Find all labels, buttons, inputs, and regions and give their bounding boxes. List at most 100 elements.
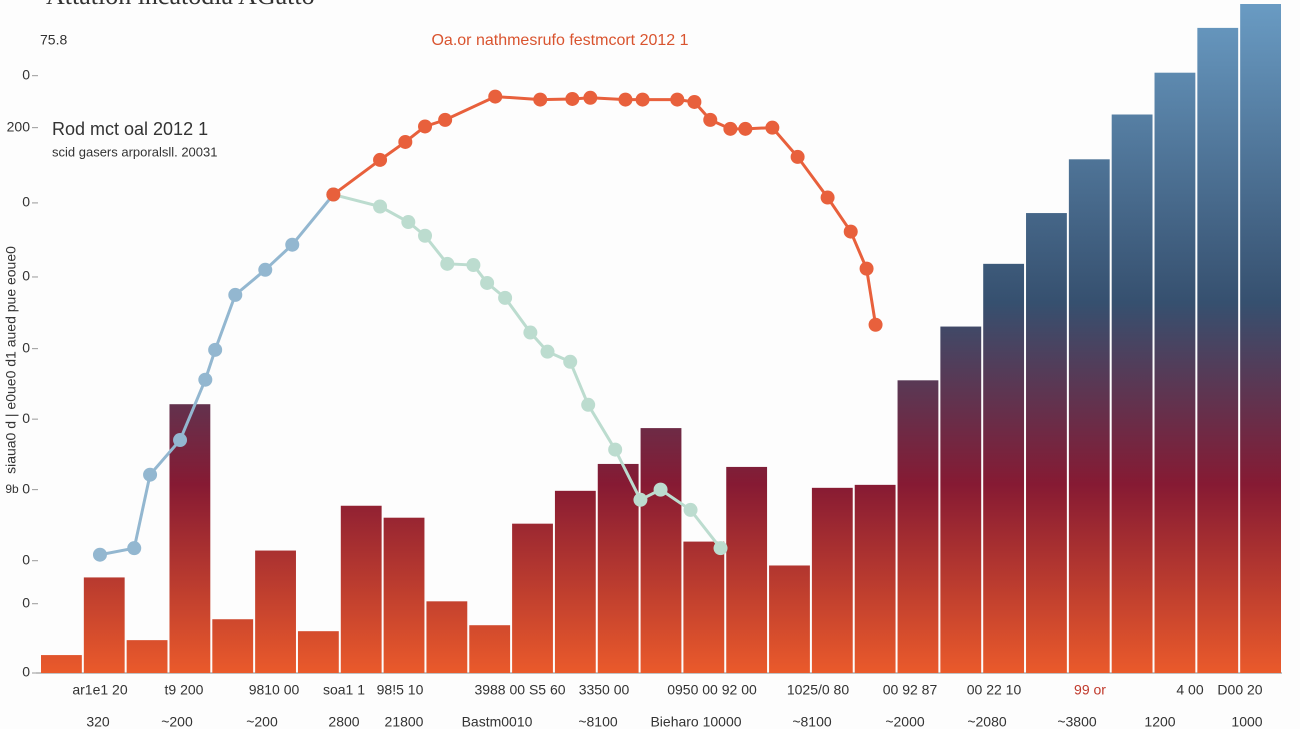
chart-title: Attation incatodia AGatto <box>46 0 315 10</box>
y-tick-label: 200 <box>7 118 31 134</box>
point <box>670 92 685 107</box>
point <box>440 256 455 271</box>
point <box>618 92 633 107</box>
bar <box>854 484 896 673</box>
x-tick-label: 1025/0 80 <box>787 682 849 698</box>
point <box>581 397 596 412</box>
y-tick-label: 0 <box>22 594 30 610</box>
point <box>820 190 835 205</box>
point <box>127 541 142 556</box>
point <box>540 344 555 359</box>
point <box>608 442 623 457</box>
line <box>332 95 878 325</box>
note-text: scid gasers arporalsll. 20031 <box>52 144 217 159</box>
point <box>533 92 548 107</box>
bar <box>726 466 768 673</box>
x-tick-label: 99 or <box>1074 682 1106 698</box>
point <box>687 94 702 109</box>
point <box>790 149 805 164</box>
x-tick-label: t9 200 <box>165 682 204 698</box>
point <box>703 112 718 127</box>
point <box>198 372 213 387</box>
bar <box>212 619 254 673</box>
point <box>480 275 495 290</box>
bar <box>983 263 1025 673</box>
x-tick-label: 98!5 10 <box>377 682 424 698</box>
point <box>401 215 416 230</box>
bar <box>1111 114 1153 674</box>
x-tick-label: 320 <box>86 714 110 729</box>
point <box>859 261 874 276</box>
y-tick-label: 0 <box>22 480 30 496</box>
bar <box>683 541 725 673</box>
subtitle: Oa.or nathmesrufo festmcort 2012 1 <box>431 32 688 49</box>
point <box>723 121 738 136</box>
y-tick-label: 0 <box>22 268 30 284</box>
x-tick-label: 3350 00 <box>579 682 630 698</box>
point <box>765 120 780 135</box>
point <box>143 467 158 482</box>
bar <box>811 487 853 673</box>
bar <box>512 523 553 673</box>
point <box>563 354 578 369</box>
bar <box>169 404 211 673</box>
bar <box>1197 27 1239 673</box>
bar <box>1026 213 1067 673</box>
point <box>565 91 580 106</box>
point <box>498 290 513 305</box>
bar <box>1240 4 1281 673</box>
bar <box>340 505 382 673</box>
y-axis-label: 9b <box>5 482 19 496</box>
bar <box>297 631 339 673</box>
x-tick-label: 2800 <box>328 714 359 729</box>
bar <box>469 625 511 673</box>
x-tick-label: soa1 1 <box>323 682 365 698</box>
bar <box>597 463 639 673</box>
bar <box>1154 72 1196 674</box>
y-tick-label: 0 <box>22 194 30 210</box>
point <box>488 89 503 104</box>
point <box>373 152 388 167</box>
x-tick-label: 1000 <box>1231 714 1262 729</box>
point <box>285 237 300 252</box>
bar <box>897 380 939 673</box>
y-tick-label: 0 <box>22 410 30 426</box>
x-tick-label: 3988 00 S5 60 <box>474 682 565 698</box>
bar <box>126 640 168 673</box>
x-tick-label: ~2000 <box>885 714 925 729</box>
point <box>258 262 273 277</box>
point <box>438 112 453 127</box>
bar <box>640 428 682 673</box>
bar <box>383 517 425 673</box>
y-tick-label: 0 <box>22 551 30 567</box>
y-tick-label: 0 <box>22 66 30 82</box>
point <box>868 317 883 332</box>
point <box>228 287 243 302</box>
bar <box>41 655 82 673</box>
x-tick-label: ~2080 <box>967 714 1007 729</box>
x-tick-label: ~8100 <box>578 714 618 729</box>
point <box>738 121 753 136</box>
bar <box>255 550 296 673</box>
x-tick-label: 21800 <box>385 714 424 729</box>
bar <box>1068 159 1110 673</box>
bar <box>554 490 596 673</box>
corner-value: 75.8 <box>40 32 67 48</box>
point <box>173 433 188 448</box>
x-tick-label: ~200 <box>161 714 193 729</box>
note-title: Rod mct oal 2012 1 <box>52 119 208 139</box>
x-tick-label: Bastm0010 <box>462 714 533 729</box>
x-tick-label: 0950 00 92 00 <box>667 682 757 698</box>
x-tick-label: 1200 <box>1144 714 1175 729</box>
point <box>635 92 650 107</box>
y-tick-label: 0 <box>22 664 30 680</box>
bar <box>940 326 982 673</box>
x-tick-label: 00 92 87 <box>883 682 938 698</box>
point <box>633 492 648 507</box>
line <box>99 193 335 557</box>
point <box>418 228 433 243</box>
point <box>418 119 433 134</box>
x-tick-label: ar1e1 20 <box>72 682 127 698</box>
